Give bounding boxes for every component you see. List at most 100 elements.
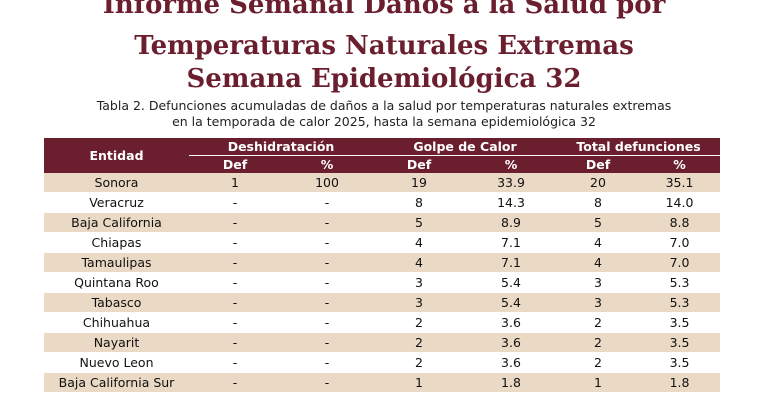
cell-golpe-calor-pct: 3.6 — [465, 352, 557, 373]
cell-golpe-calor-pct: 1.8 — [465, 372, 557, 393]
cell-golpe-calor-def: 1 — [373, 372, 465, 393]
cell-entidad: Chiapas — [44, 232, 189, 253]
cell-deshidratacion-def: 1 — [189, 173, 281, 193]
table-row: Chiapas - -4 7.1 4 7.0 — [44, 232, 721, 253]
group-header-dehydration: Deshidratación — [189, 138, 373, 156]
cell-total-pct: 5.3 — [639, 272, 721, 293]
cell-golpe-calor-def: 3 — [373, 272, 465, 293]
cell-golpe-calor-def: 4 — [373, 232, 465, 253]
cell-entidad: Tamaulipas — [44, 252, 189, 273]
cell-entidad: Baja California Sur — [44, 372, 189, 393]
cell-golpe-calor-pct: 3.6 — [465, 332, 557, 353]
subheader-pct: % — [281, 155, 373, 173]
table-caption-line-2: en la temporada de calor 2025, hasta la … — [172, 114, 596, 129]
cell-deshidratacion-def: - — [189, 212, 281, 233]
cell-golpe-calor-def: 2 — [373, 332, 465, 353]
table-row: Tamaulipas - -4 7.1 4 7.0 — [44, 252, 721, 273]
subheader-pct: % — [465, 155, 557, 173]
cell-entidad: Nuevo Leon — [44, 352, 189, 373]
cell-deshidratacion-def: - — [189, 232, 281, 253]
subheader-def: Def — [189, 155, 281, 173]
cell-golpe-calor-pct: 7.1 — [465, 252, 557, 273]
cell-golpe-calor-pct: 5.4 — [465, 272, 557, 293]
cell-golpe-calor-def: 2 — [373, 352, 465, 373]
cell-total-pct: 8.8 — [639, 212, 721, 233]
report-title-line-2: Temperaturas Naturales Extremas — [134, 31, 634, 61]
cell-golpe-calor-pct: 33.9 — [465, 173, 557, 193]
cell-golpe-calor-def: 3 — [373, 292, 465, 313]
cell-total-pct: 3.5 — [639, 332, 721, 353]
cell-deshidratacion-pct: - — [281, 212, 373, 233]
cell-deshidratacion-def: - — [189, 332, 281, 353]
table-row: Nuevo Leon - -2 3.6 2 3.5 — [44, 352, 721, 373]
table-row: Chihuahua - -2 3.6 2 3.5 — [44, 312, 721, 333]
cell-golpe-calor-pct: 14.3 — [465, 192, 557, 213]
report-title-line-3: Semana Epidemiológica 32 — [186, 64, 582, 94]
cell-entidad: Sonora — [44, 173, 189, 193]
cell-total-def: 20 — [557, 173, 639, 193]
cell-deshidratacion-pct: - — [281, 232, 373, 253]
cell-deshidratacion-def: - — [189, 192, 281, 213]
cell-total-def: 4 — [557, 252, 639, 273]
cell-total-def: 8 — [557, 192, 639, 213]
group-header-heatstroke: Golpe de Calor — [373, 138, 557, 156]
subheader-pct: % — [639, 155, 721, 173]
cell-deshidratacion-pct: - — [281, 372, 373, 393]
cell-deshidratacion-def: - — [189, 272, 281, 293]
cell-total-pct: 3.5 — [639, 312, 721, 333]
cell-total-def: 1 — [557, 372, 639, 393]
cell-entidad: Baja California — [44, 212, 189, 233]
cell-deshidratacion-pct: - — [281, 352, 373, 373]
cell-deshidratacion-def: - — [189, 352, 281, 373]
cell-entidad: Quintana Roo — [44, 272, 189, 293]
cell-total-pct: 7.0 — [639, 252, 721, 273]
cell-total-pct: 3.5 — [639, 352, 721, 373]
cell-deshidratacion-pct: - — [281, 192, 373, 213]
cell-deshidratacion-def: - — [189, 372, 281, 393]
table-header: Entidad Deshidratación Golpe de Calor To… — [44, 138, 721, 173]
cell-golpe-calor-def: 5 — [373, 212, 465, 233]
report-title-line-1: Informe Semanal Daños a la Salud por — [102, 0, 666, 20]
table-row: Quintana Roo - -3 5.4 3 5.3 — [44, 272, 721, 293]
cell-deshidratacion-pct: 100 — [281, 173, 373, 193]
cell-total-def: 2 — [557, 312, 639, 333]
cell-deshidratacion-def: - — [189, 292, 281, 313]
cell-golpe-calor-pct: 7.1 — [465, 232, 557, 253]
table-row: Baja California - -5 8.9 5 8.8 — [44, 212, 721, 233]
header-row-subheaders: Def % Def % Def % — [44, 155, 721, 173]
cell-entidad: Veracruz — [44, 192, 189, 213]
cell-golpe-calor-pct: 8.9 — [465, 212, 557, 233]
cell-golpe-calor-pct: 5.4 — [465, 292, 557, 313]
entity-header: Entidad — [44, 138, 189, 173]
cell-entidad: Chihuahua — [44, 312, 189, 333]
cell-total-pct: 35.1 — [639, 173, 721, 193]
cell-total-def: 2 — [557, 332, 639, 353]
table-row: Nayarit - -2 3.6 2 3.5 — [44, 332, 721, 353]
table-body: Sonora 1 100 19 33.9 20 35.1 Veracruz - -8 14.3 8 14… — [44, 173, 721, 393]
cell-total-pct: 5.3 — [639, 292, 721, 313]
cell-entidad: Tabasco — [44, 292, 189, 313]
cell-golpe-calor-def: 4 — [373, 252, 465, 273]
cell-deshidratacion-def: - — [189, 312, 281, 333]
cell-golpe-calor-def: 2 — [373, 312, 465, 333]
table-row: Veracruz - -8 14.3 8 14.0 — [44, 192, 721, 213]
cell-deshidratacion-pct: - — [281, 292, 373, 313]
cell-total-def: 3 — [557, 272, 639, 293]
cell-golpe-calor-pct: 3.6 — [465, 312, 557, 333]
table-row: Sonora 1 100 19 33.9 20 35.1 — [44, 173, 721, 193]
group-header-total: Total defunciones — [557, 138, 721, 156]
cell-deshidratacion-pct: - — [281, 252, 373, 273]
deaths-table: Entidad Deshidratación Golpe de Calor To… — [44, 138, 721, 393]
subheader-def: Def — [373, 155, 465, 173]
cell-total-def: 3 — [557, 292, 639, 313]
cell-total-pct: 14.0 — [639, 192, 721, 213]
cell-deshidratacion-pct: - — [281, 272, 373, 293]
cell-entidad: Nayarit — [44, 332, 189, 353]
table-row: Baja California Sur - -1 1.8 1 1.8 — [44, 372, 721, 393]
cell-total-def: 2 — [557, 352, 639, 373]
cell-deshidratacion-def: - — [189, 252, 281, 273]
cell-total-def: 5 — [557, 212, 639, 233]
cell-golpe-calor-def: 8 — [373, 192, 465, 213]
cell-golpe-calor-def: 19 — [373, 173, 465, 193]
cell-total-def: 4 — [557, 232, 639, 253]
